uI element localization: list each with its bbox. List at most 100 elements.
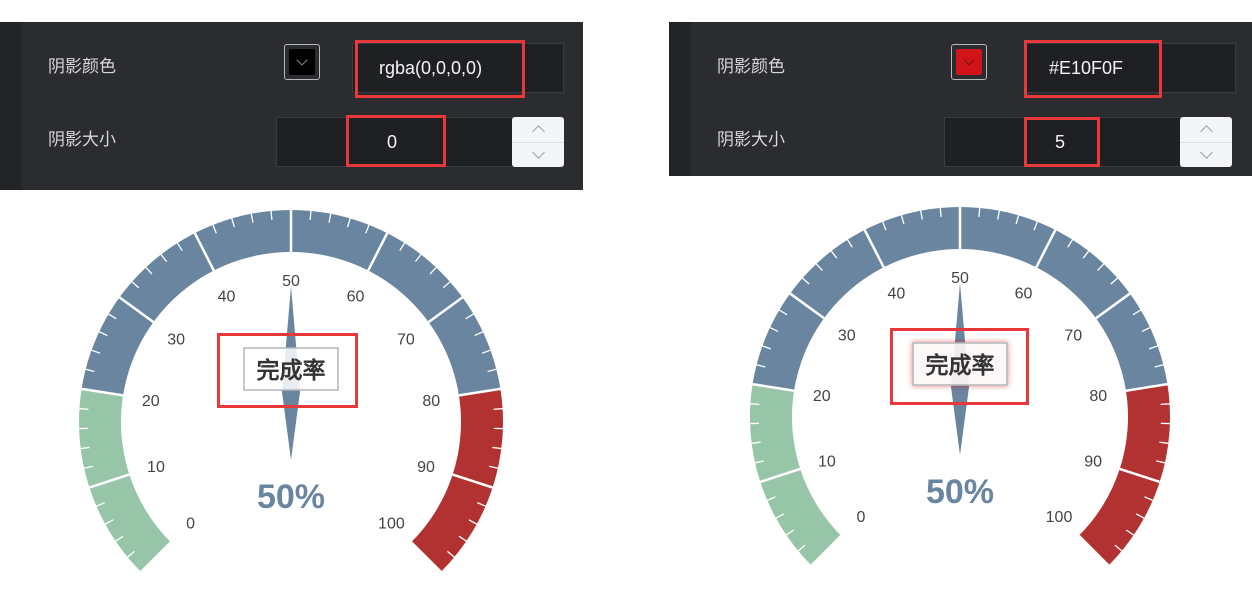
decrement-button[interactable] bbox=[512, 141, 564, 168]
gauge-minor-tick bbox=[939, 207, 942, 217]
gauge-minor-tick bbox=[145, 267, 153, 275]
gauge-minor-tick bbox=[83, 465, 94, 469]
gauge-minor-tick bbox=[80, 446, 90, 450]
gauge-minor-tick bbox=[104, 519, 114, 525]
gauge-minor-tick bbox=[474, 331, 484, 337]
shadow-color-swatch[interactable] bbox=[284, 44, 320, 80]
gauge-minor-tick bbox=[487, 368, 497, 373]
gauge-minor-tick bbox=[309, 210, 312, 220]
gauge-minor-tick bbox=[1154, 364, 1164, 368]
gauge-minor-tick bbox=[465, 313, 474, 320]
gauge-tick-label: 50 bbox=[951, 270, 969, 287]
shadow-color-label: 阴影颜色 bbox=[48, 57, 116, 76]
gauge-minor-tick bbox=[1156, 460, 1166, 464]
gauge-tick-label: 90 bbox=[1084, 453, 1102, 470]
gauge-tick-label: 70 bbox=[397, 332, 415, 349]
shadow-color-swatch[interactable] bbox=[951, 44, 987, 80]
gauge-minor-tick bbox=[997, 210, 1000, 220]
gauge-split-line bbox=[458, 387, 501, 397]
gauge-minor-tick bbox=[797, 544, 806, 552]
gauge-tick-label: 20 bbox=[142, 393, 160, 410]
shadow-color-label: 阴影颜色 bbox=[717, 57, 785, 76]
shadow-size-label: 阴影大小 bbox=[48, 130, 116, 149]
gauge-tick-label: 10 bbox=[818, 453, 836, 470]
gauge-band bbox=[1078, 384, 1170, 566]
gauge-minor-tick bbox=[429, 267, 437, 275]
left-settings-panel: 阴影颜色 rgba(0,0,0,0) 阴影大小 0 bbox=[0, 22, 583, 190]
gauge-minor-tick bbox=[492, 446, 502, 450]
gauge-minor-tick bbox=[108, 313, 117, 320]
gauge-minor-tick bbox=[270, 210, 273, 220]
gauge-minor-tick bbox=[775, 513, 785, 519]
swatch-fill bbox=[956, 49, 982, 75]
gauge-band bbox=[79, 388, 171, 572]
gauge-minor-tick bbox=[446, 550, 455, 558]
gauge-minor-tick bbox=[769, 326, 779, 333]
gauge-tick-label: 40 bbox=[888, 285, 906, 302]
gauge-split-line bbox=[1077, 534, 1110, 567]
gauge-split-line bbox=[367, 232, 389, 272]
swatch-fill bbox=[289, 49, 315, 75]
gauge-split-line bbox=[1095, 292, 1131, 320]
gauge-split-line bbox=[810, 534, 843, 567]
gauge-minor-tick bbox=[1067, 239, 1074, 248]
gauge-minor-tick bbox=[1110, 277, 1118, 285]
gauge-minor-tick bbox=[846, 239, 853, 248]
gauge-split-line bbox=[759, 467, 801, 484]
gauge-minor-tick bbox=[79, 408, 89, 410]
gauge-group: 0 10 20 30 40 50 60 70 80 90 100 完成率 50% bbox=[750, 206, 1170, 567]
panel-edge bbox=[0, 22, 22, 190]
shadow-size-stepper[interactable] bbox=[512, 117, 564, 167]
gauge-minor-tick bbox=[365, 224, 370, 234]
gauge-split-line bbox=[789, 292, 825, 320]
gauge-minor-tick bbox=[751, 441, 761, 444]
gauge-minor-tick bbox=[96, 502, 105, 507]
gauge-minor-tick bbox=[493, 408, 503, 410]
gauge-split-line bbox=[452, 473, 494, 489]
shadow-size-label: 阴影大小 bbox=[717, 130, 785, 149]
shadow-color-input[interactable]: #E10F0F bbox=[1024, 43, 1236, 93]
gauge-tick-label: 30 bbox=[838, 328, 856, 345]
gauge-minor-tick bbox=[1135, 513, 1145, 519]
shadow-size-stepper[interactable] bbox=[1180, 117, 1232, 167]
gauge-value-label: 50% bbox=[257, 478, 325, 516]
gauge-tick-label: 10 bbox=[147, 459, 165, 476]
gauge-title-box bbox=[243, 347, 339, 391]
gauge-tick-label: 30 bbox=[167, 332, 185, 349]
shadow-color-value: rgba(0,0,0,0) bbox=[379, 57, 483, 78]
gauge-split-line bbox=[752, 382, 795, 392]
gauge-split-line bbox=[1125, 382, 1168, 392]
gauge-minor-tick bbox=[414, 254, 422, 262]
gauge-band bbox=[752, 206, 1168, 391]
gauge-minor-tick bbox=[756, 364, 766, 368]
gauge-tick-label: 70 bbox=[1064, 328, 1082, 345]
gauge-tick-label: 0 bbox=[857, 509, 866, 526]
gauge-minor-tick bbox=[754, 460, 764, 464]
gauge-split-line bbox=[863, 229, 885, 268]
gauge-split-line bbox=[88, 473, 130, 489]
gauge-minor-tick bbox=[1132, 309, 1142, 316]
panel-edge bbox=[669, 22, 691, 176]
shadow-color-value: #E10F0F bbox=[1049, 57, 1124, 78]
gauge-minor-tick bbox=[231, 218, 235, 228]
gauge-split-line bbox=[1119, 467, 1161, 484]
gauge-band bbox=[81, 210, 501, 396]
gauge-minor-tick bbox=[767, 496, 776, 501]
gauge-tick-label: 80 bbox=[422, 393, 440, 410]
right-settings-panel: 阴影颜色 #E10F0F 阴影大小 5 bbox=[669, 22, 1252, 176]
decrement-button[interactable] bbox=[1180, 141, 1232, 168]
gauge-minor-tick bbox=[830, 250, 838, 259]
gauge-value-label: 50% bbox=[926, 473, 994, 511]
gauge-minor-tick bbox=[762, 345, 772, 350]
gauge-minor-tick bbox=[1015, 215, 1020, 225]
gauge-minor-tick bbox=[347, 218, 351, 228]
shadow-color-input[interactable]: rgba(0,0,0,0) bbox=[352, 43, 564, 93]
gauge-split-line bbox=[1035, 229, 1057, 268]
gauge-minor-tick bbox=[1082, 250, 1090, 259]
gauge-band bbox=[750, 384, 842, 566]
gauge-split-line bbox=[118, 296, 155, 324]
gauge-minor-tick bbox=[127, 550, 136, 558]
gauge-minor-tick bbox=[1033, 221, 1038, 231]
gauge-minor-tick bbox=[900, 215, 905, 225]
gauge-group: 0 10 20 30 40 50 60 70 80 90 100 完成率 50% bbox=[79, 210, 503, 573]
